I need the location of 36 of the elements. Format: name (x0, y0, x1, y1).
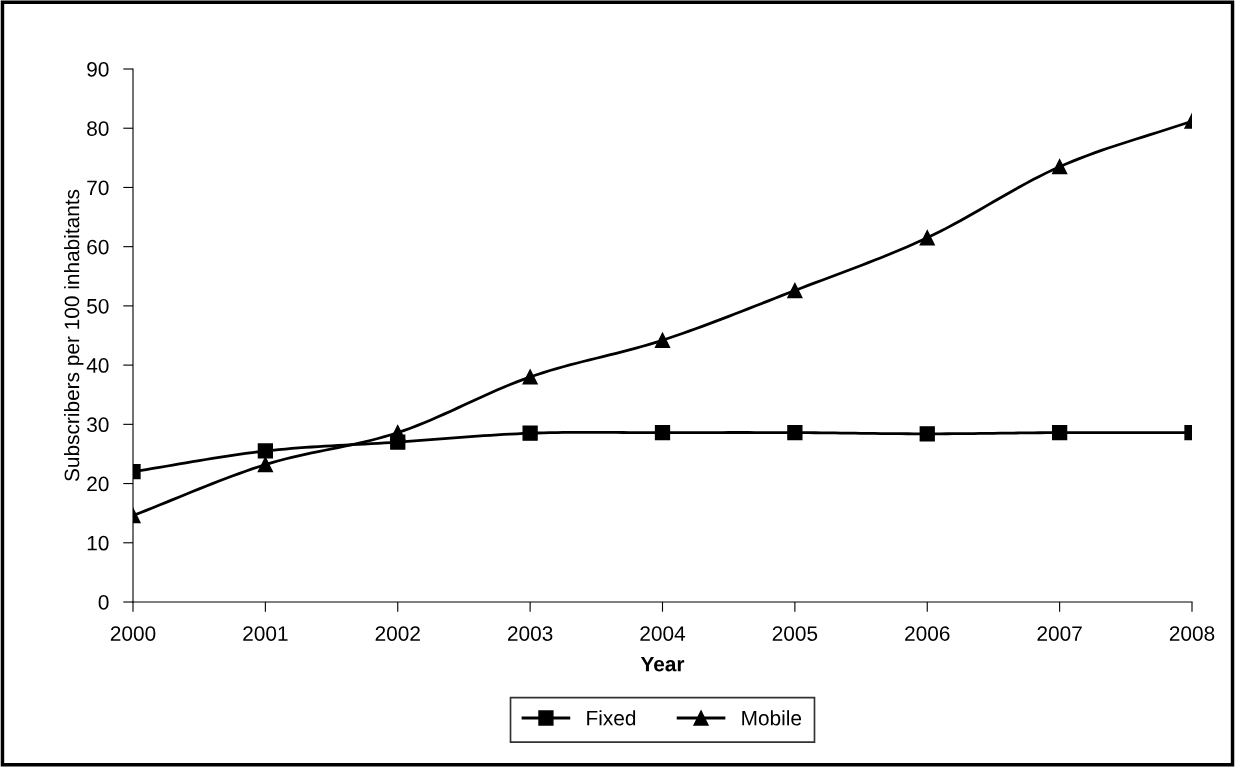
y-tick-label: 10 (87, 535, 109, 551)
point (919, 426, 935, 442)
x-tick-label: 2007 (1037, 626, 1082, 641)
point (390, 424, 406, 441)
x-tick-label: 2002 (375, 626, 420, 641)
point (1051, 159, 1068, 175)
x-tick-label: 2000 (110, 626, 156, 641)
point (787, 282, 803, 299)
y-tick-label: 0 (98, 595, 109, 610)
x-tick-label: 2004 (640, 626, 686, 641)
point (257, 456, 274, 473)
x-tick-label: 2008 (1169, 626, 1215, 641)
y-tick-label: 60 (87, 239, 109, 255)
legend-label: Mobile (742, 710, 802, 726)
y-tick-label: 70 (87, 180, 109, 196)
point (522, 369, 538, 385)
y-tick-label: 20 (87, 476, 109, 492)
y-tick-label: 40 (86, 358, 109, 373)
y-tick-label: 80 (87, 121, 109, 136)
point (654, 332, 671, 348)
point (654, 424, 671, 441)
y-tick-label: 50 (87, 298, 109, 314)
point (1051, 424, 1068, 441)
x-tick-label: 2005 (772, 626, 818, 641)
y-axis-title: Subscribers per 100 inhabitants (64, 189, 84, 482)
x-tick-label: 2003 (508, 626, 553, 641)
point (919, 230, 935, 246)
point (257, 443, 274, 459)
x-tick-label: 2001 (243, 626, 288, 641)
point (787, 424, 803, 441)
x-tick-label: 2006 (905, 626, 950, 641)
point (522, 425, 538, 441)
y-tick-label: 90 (87, 62, 109, 77)
x-axis-title: Year (640, 656, 685, 672)
legend-label: Fixed (587, 710, 636, 726)
y-tick-label: 30 (87, 417, 109, 433)
